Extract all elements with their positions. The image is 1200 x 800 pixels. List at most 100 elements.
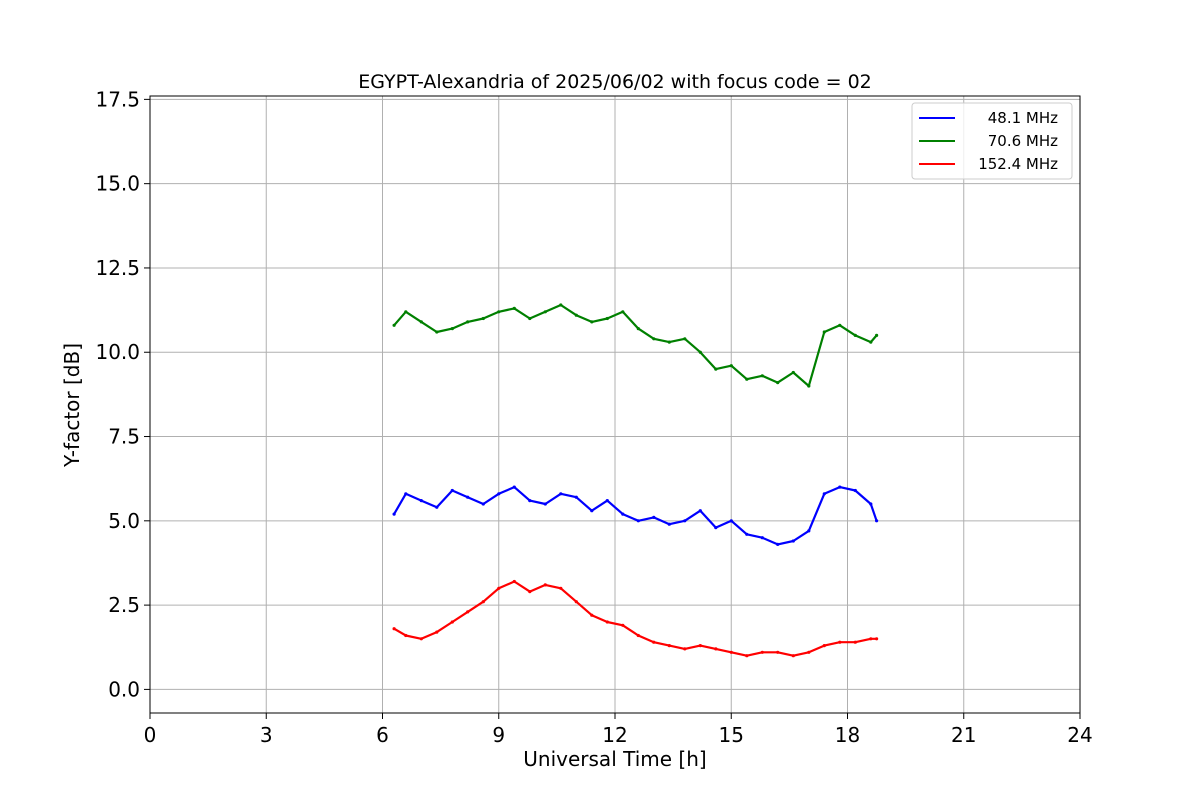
x-tick-label: 15 xyxy=(719,723,744,747)
data-point xyxy=(853,333,857,337)
data-point xyxy=(392,512,396,516)
data-point xyxy=(466,320,470,324)
data-point xyxy=(435,630,439,634)
data-point xyxy=(435,505,439,509)
data-point xyxy=(667,340,671,344)
chart-title: EGYPT-Alexandria of 2025/06/02 with focu… xyxy=(358,71,872,93)
data-point xyxy=(450,488,454,493)
data-point xyxy=(559,492,563,496)
grid xyxy=(149,96,1081,713)
data-point xyxy=(652,337,656,341)
data-point xyxy=(698,350,702,354)
data-point xyxy=(636,519,640,523)
data-point xyxy=(543,310,547,314)
x-tick-label: 0 xyxy=(144,723,157,747)
data-point xyxy=(636,633,640,638)
data-point xyxy=(435,330,439,334)
data-point xyxy=(466,495,470,499)
data-point xyxy=(574,313,578,317)
data-point xyxy=(590,509,594,513)
data-point xyxy=(590,613,594,617)
data-point xyxy=(543,583,547,587)
data-point xyxy=(512,579,516,584)
series-line-1 xyxy=(393,303,878,388)
data-point xyxy=(838,485,842,489)
x-axis-label: Universal Time [h] xyxy=(523,747,706,771)
data-point xyxy=(528,316,532,321)
data-point xyxy=(481,502,485,506)
data-point xyxy=(807,384,811,388)
data-point xyxy=(621,310,625,314)
legend-label: 70.6 MHz xyxy=(983,132,1058,150)
data-point xyxy=(853,640,857,644)
data-point xyxy=(776,381,780,385)
data-point xyxy=(791,370,795,375)
data-point xyxy=(652,515,656,520)
data-point xyxy=(559,586,563,590)
data-point xyxy=(466,610,470,614)
data-point xyxy=(745,377,749,381)
x-tick-label: 18 xyxy=(835,723,860,747)
data-point xyxy=(528,590,532,594)
data-point xyxy=(729,650,733,654)
legend-frame xyxy=(911,102,1073,180)
data-point xyxy=(450,620,454,624)
data-point xyxy=(683,647,687,651)
data-point xyxy=(404,310,408,314)
data-point xyxy=(776,650,780,654)
data-point xyxy=(853,488,857,493)
y-axis-label: Y-factor [dB] xyxy=(60,343,84,468)
y-tick-label: 7.5 xyxy=(108,425,140,449)
data-point xyxy=(636,327,640,331)
y-tick-label: 17.5 xyxy=(95,87,140,111)
data-point xyxy=(807,650,811,654)
data-point xyxy=(652,640,656,644)
y-tick-label: 0.0 xyxy=(108,677,140,701)
x-tick-label: 21 xyxy=(951,723,976,747)
data-point xyxy=(822,330,826,334)
data-point xyxy=(481,600,485,604)
data-point xyxy=(543,502,547,506)
data-point xyxy=(605,316,609,321)
data-point xyxy=(822,644,826,648)
y-axis: 0.0 2.5 5.0 7.5 10.0 12.5 15.0 17.5 xyxy=(95,87,150,701)
data-point xyxy=(497,492,501,496)
data-point xyxy=(450,327,454,331)
data-point xyxy=(559,303,563,307)
data-point xyxy=(745,654,749,658)
data-point xyxy=(698,509,702,513)
x-tick-label: 9 xyxy=(492,723,505,747)
y-tick-label: 15.0 xyxy=(95,172,140,196)
data-point xyxy=(667,522,671,526)
data-point xyxy=(481,316,485,321)
data-point xyxy=(419,499,423,503)
data-point xyxy=(605,620,609,624)
series-line-0 xyxy=(393,486,878,546)
y-tick-label: 12.5 xyxy=(95,256,140,280)
data-point xyxy=(869,637,873,641)
data-point xyxy=(605,499,609,503)
x-axis: 0 3 6 9 12 15 18 21 24 xyxy=(144,713,1093,747)
data-point xyxy=(729,364,733,368)
data-point xyxy=(838,323,842,327)
data-point xyxy=(404,633,408,638)
data-point xyxy=(667,644,671,648)
data-point xyxy=(760,374,764,378)
data-point xyxy=(419,320,423,324)
data-point xyxy=(807,529,811,533)
data-point xyxy=(392,627,396,631)
data-point xyxy=(698,644,702,648)
data-point xyxy=(512,306,516,310)
data-point xyxy=(714,526,718,530)
data-point xyxy=(497,310,501,314)
data-point xyxy=(574,600,578,604)
data-point xyxy=(869,502,873,506)
data-point xyxy=(574,495,578,499)
data-point xyxy=(683,519,687,523)
data-point xyxy=(760,650,764,654)
data-point xyxy=(714,367,718,371)
data-point xyxy=(760,536,764,540)
series-line-2 xyxy=(393,580,877,657)
data-point xyxy=(875,333,879,337)
